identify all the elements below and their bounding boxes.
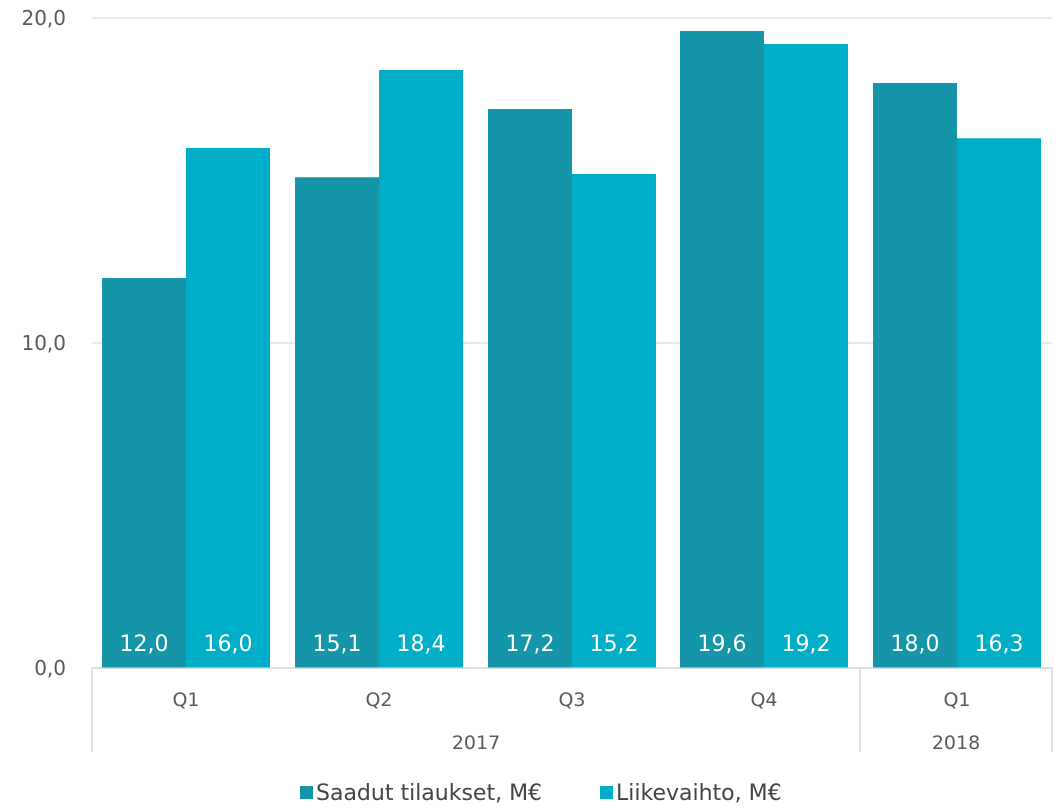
legend-swatch: [600, 786, 613, 799]
x-group-label: 2017: [452, 732, 500, 754]
bar-value-label: 18,4: [397, 632, 446, 657]
bar: [295, 177, 379, 668]
legend-label: Saadut tilaukset, M€: [316, 781, 542, 806]
bar: [488, 109, 572, 668]
x-tick-label: Q3: [558, 689, 585, 711]
bar-value-label: 15,2: [590, 632, 639, 657]
bar: [379, 70, 463, 668]
x-tick-label: Q1: [943, 689, 970, 711]
y-tick-label: 10,0: [21, 331, 66, 355]
bar: [102, 278, 186, 668]
x-tick-label: Q2: [365, 689, 392, 711]
legend-label: Liikevaihto, M€: [616, 781, 782, 806]
bar-value-label: 17,2: [506, 632, 555, 657]
x-tick-label: Q1: [172, 689, 199, 711]
bar: [873, 83, 957, 668]
legend-item: Saadut tilaukset, M€: [300, 781, 542, 806]
bar: [764, 44, 848, 668]
bar-value-label: 16,0: [204, 632, 253, 657]
bar-value-label: 18,0: [891, 632, 940, 657]
bar: [957, 138, 1041, 668]
legend-item: Liikevaihto, M€: [600, 781, 782, 806]
bar-value-label: 16,3: [975, 632, 1024, 657]
bar: [680, 31, 764, 668]
y-tick-label: 20,0: [21, 6, 66, 30]
bar-value-label: 19,2: [782, 632, 831, 657]
y-tick-label: 0,0: [34, 656, 66, 680]
bar: [572, 174, 656, 668]
bar-value-label: 15,1: [313, 632, 362, 657]
bar-value-label: 12,0: [120, 632, 169, 657]
bar-value-label: 19,6: [698, 632, 747, 657]
x-tick-label: Q4: [750, 689, 777, 711]
bar: [186, 148, 270, 668]
legend-swatch: [300, 786, 313, 799]
x-group-label: 2018: [932, 732, 980, 754]
